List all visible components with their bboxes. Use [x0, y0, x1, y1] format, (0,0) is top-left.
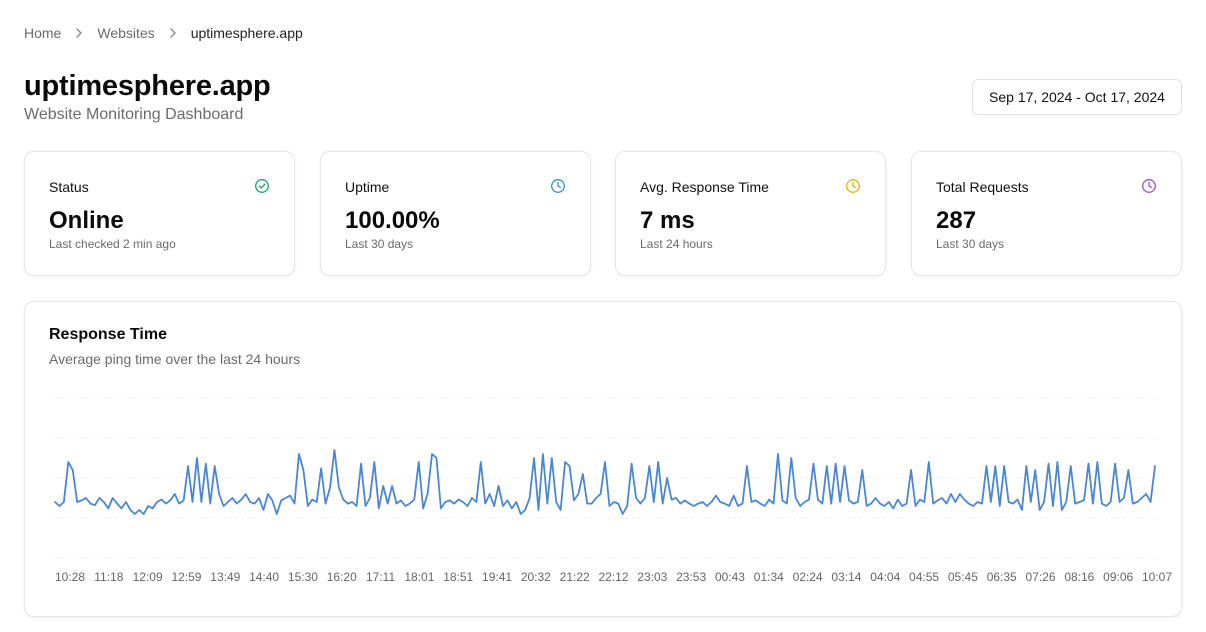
x-tick-label: 23:53: [676, 570, 706, 584]
x-tick-label: 02:24: [793, 570, 823, 584]
stat-card-status: Status Online Last checked 2 min ago: [24, 151, 295, 276]
x-tick-label: 08:16: [1064, 570, 1094, 584]
x-tick-label: 03:14: [831, 570, 861, 584]
x-tick-label: 18:01: [404, 570, 434, 584]
date-range-picker-button[interactable]: Sep 17, 2024 - Oct 17, 2024: [972, 79, 1182, 115]
breadcrumb-websites-link[interactable]: Websites: [97, 25, 155, 41]
chart-title: Response Time: [49, 326, 167, 343]
stat-subtext: Last checked 2 min ago: [49, 237, 176, 251]
stat-subtext: Last 30 days: [345, 237, 414, 251]
page-title: uptimesphere.app: [24, 70, 271, 102]
x-tick-label: 11:18: [94, 570, 123, 584]
stat-subtext: Last 24 hours: [640, 237, 713, 251]
check-circle-icon: [255, 179, 269, 193]
stat-label: Total Requests: [936, 179, 1029, 195]
x-tick-label: 22:12: [598, 570, 628, 584]
x-tick-label: 19:41: [482, 570, 512, 584]
stat-subtext: Last 30 days: [936, 237, 1005, 251]
x-tick-label: 07:26: [1026, 570, 1056, 584]
x-tick-label: 09:06: [1103, 570, 1133, 584]
stat-card-uptime: Uptime 100.00% Last 30 days: [320, 151, 591, 276]
x-tick-label: 05:45: [948, 570, 978, 584]
x-tick-label: 04:55: [909, 570, 939, 584]
breadcrumb-current: uptimesphere.app: [190, 25, 303, 41]
breadcrumb-home-link[interactable]: Home: [24, 25, 62, 41]
x-tick-label: 16:20: [327, 570, 357, 584]
x-tick-label: 12:59: [171, 570, 201, 584]
chart-subtitle: Average ping time over the last 24 hours: [49, 351, 301, 367]
x-tick-label: 15:30: [288, 570, 318, 584]
stat-label: Avg. Response Time: [640, 179, 769, 195]
x-tick-label: 10:28: [55, 570, 85, 584]
page-subtitle: Website Monitoring Dashboard: [24, 106, 244, 123]
stat-value: Online: [49, 207, 124, 234]
x-tick-label: 18:51: [443, 570, 473, 584]
stat-card-avg-response: Avg. Response Time 7 ms Last 24 hours: [615, 151, 886, 276]
x-tick-label: 13:49: [210, 570, 240, 584]
clock-icon: [1142, 179, 1156, 193]
x-tick-label: 23:03: [637, 570, 667, 584]
stat-label: Status: [49, 179, 89, 195]
stat-label: Uptime: [345, 179, 390, 195]
x-tick-label: 01:34: [754, 570, 784, 584]
chevron-right-icon: [61, 28, 97, 38]
response-time-line: [54, 449, 1156, 515]
x-tick-label: 21:22: [560, 570, 590, 584]
x-tick-label: 10:07: [1142, 570, 1172, 584]
chart-grid: [55, 397, 1155, 559]
x-tick-label: 12:09: [133, 570, 163, 584]
stat-card-total-requests: Total Requests 287 Last 30 days: [911, 151, 1182, 276]
x-axis-ticks: 10:28 11:18 12:09 12:59 13:49 14:40 15:30 16:20…: [55, 570, 1172, 584]
chevron-right-icon: [155, 28, 191, 38]
x-tick-label: 04:04: [870, 570, 900, 584]
response-time-card: Response Time Average ping time over the…: [24, 301, 1182, 617]
x-tick-label: 17:11: [366, 570, 395, 584]
stat-value: 7 ms: [640, 207, 695, 234]
response-time-chart[interactable]: 10:28 11:18 12:09 12:59 13:49 14:40 15:30 16:20…: [25, 302, 1183, 618]
clock-icon: [846, 179, 860, 193]
x-tick-label: 06:35: [987, 570, 1017, 584]
stat-value: 287: [936, 207, 977, 234]
breadcrumb: Home Websites uptimesphere.app: [24, 24, 303, 42]
x-tick-label: 20:32: [521, 570, 551, 584]
x-tick-label: 00:43: [715, 570, 745, 584]
stat-value: 100.00%: [345, 207, 440, 234]
clock-icon: [551, 179, 565, 193]
x-tick-label: 14:40: [249, 570, 279, 584]
